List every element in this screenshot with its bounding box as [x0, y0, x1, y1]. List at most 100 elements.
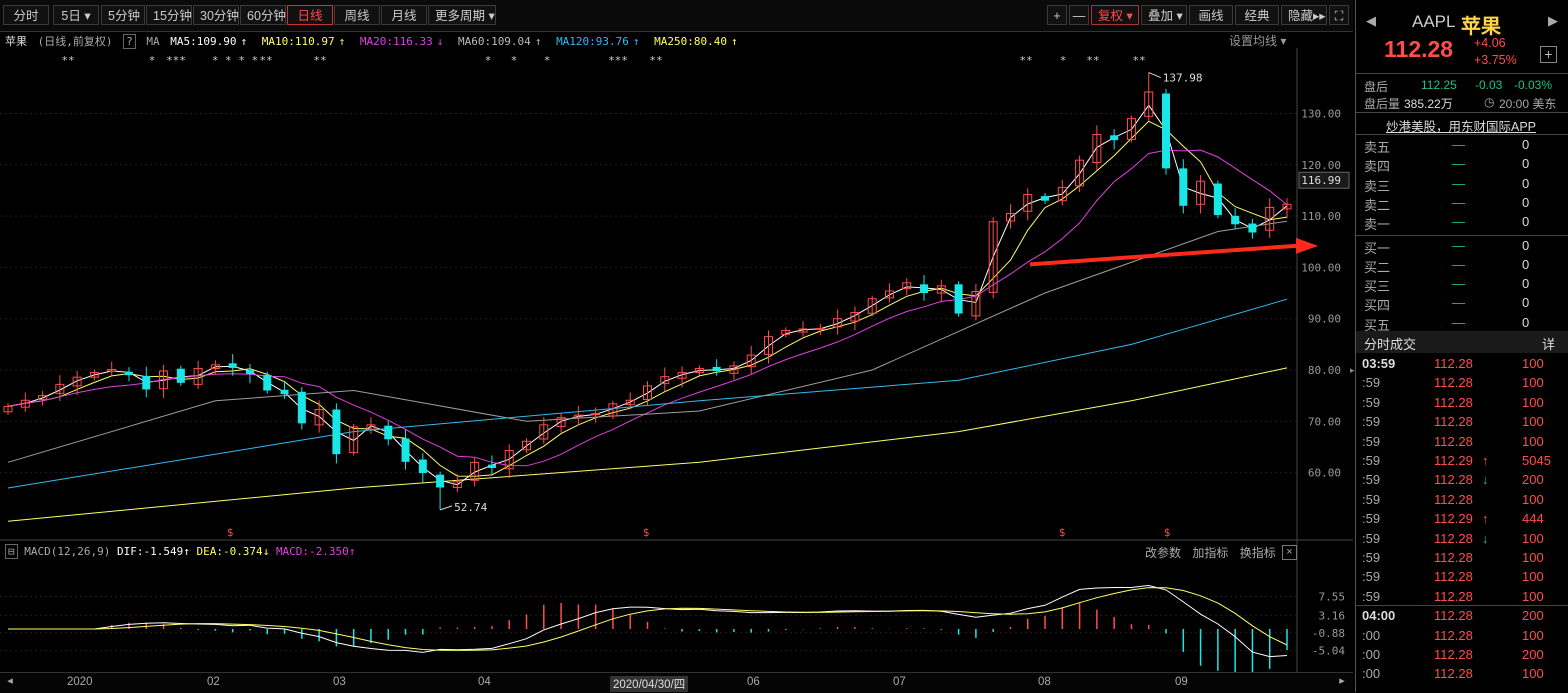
date-label: 08 — [1038, 676, 1051, 688]
order-level-label: 卖一 — [1364, 217, 1391, 233]
period-tab-5day[interactable]: 5日 ▾ — [53, 5, 99, 25]
period-tab-5min[interactable]: 5分钟 — [101, 5, 145, 25]
dollar-marker: $ — [227, 526, 234, 539]
close-icon[interactable]: × — [1282, 545, 1297, 560]
period-tab-daily[interactable]: 日线 — [287, 5, 333, 25]
zoom-out-button[interactable]: — — [1069, 5, 1089, 25]
period-tab-60min[interactable]: 60分钟 — [240, 5, 286, 25]
macd-label: MACD(12,26,9) — [24, 545, 111, 558]
set-ma-label: 设置均线 — [1229, 34, 1278, 48]
dollar-marker: $ — [643, 526, 650, 539]
signal-marker: * — [511, 54, 518, 67]
help-icon[interactable]: ? — [123, 34, 136, 49]
tick-time: :59 — [1362, 414, 1381, 430]
macd-info-line: ⊟ MACD(12,26,9) DIF:-1.549↑ DEA:-0.374↓ … — [5, 544, 355, 559]
tick-price: 112.28 — [1434, 666, 1473, 682]
panel-collapse-icon[interactable]: ▸ — [1350, 365, 1355, 375]
period-tab-weekly[interactable]: 周线 — [334, 5, 380, 25]
period-tab-30min[interactable]: 30分钟 — [193, 5, 239, 25]
candle-body — [763, 336, 773, 355]
order-volume: 0 — [1522, 137, 1530, 152]
next-stock-icon[interactable]: ▶ — [1548, 13, 1558, 28]
overlay-dropdown[interactable]: 叠加 ▾ — [1141, 5, 1187, 25]
ma5-text: MA5:109.90 — [170, 35, 237, 48]
price-tick-label: 70.00 — [1308, 415, 1341, 428]
tick-time: :59 — [1362, 550, 1381, 565]
order-book-row: 买四 — 0 — [1364, 295, 1564, 314]
period-tab-more[interactable]: 更多周期 ▾ — [428, 5, 496, 25]
candle-body — [1110, 135, 1119, 141]
arrow-head-icon — [1296, 237, 1318, 254]
period-tab-monthly[interactable]: 月线 — [381, 5, 427, 25]
tick-volume: 100 — [1522, 356, 1544, 371]
signal-marker: ** — [1132, 54, 1145, 67]
scroll-left-icon[interactable]: ◂ — [7, 675, 13, 687]
date-label: 06 — [747, 676, 760, 688]
dollar-marker: $ — [1164, 526, 1171, 539]
add-indicator-button[interactable]: 加指标 — [1192, 546, 1229, 560]
tick-price: 112.28 — [1434, 356, 1473, 371]
tick-row: :59 112.28 100 — [1362, 589, 1562, 608]
hide-button[interactable]: 隐藏▸▸ — [1281, 5, 1327, 25]
ma-label: MA — [146, 35, 160, 48]
zoom-in-button[interactable]: + — [1047, 5, 1067, 25]
period-tab-15min[interactable]: 15分钟 — [146, 5, 192, 25]
date-label: 2020 — [67, 676, 93, 688]
ma120-line — [7, 298, 1288, 489]
classic-button[interactable]: 经典 — [1235, 5, 1279, 25]
last-price: 112.28 — [1384, 36, 1454, 62]
tick-row: :59 112.28 100 — [1362, 569, 1562, 588]
ma-info-line: 苹果 (日线,前复权) ? MA MA5:109.90 ↑ MA10:110.97… — [5, 33, 746, 49]
tick-row: :59 112.28 100 — [1362, 492, 1562, 511]
candle-body — [159, 370, 169, 390]
tick-price: 112.28 — [1434, 375, 1473, 391]
tick-volume: 100 — [1522, 569, 1544, 585]
candle-body — [384, 425, 393, 440]
draw-button[interactable]: 画线 — [1189, 5, 1233, 25]
candle-body — [677, 372, 687, 379]
tick-price: 112.28 — [1434, 414, 1473, 430]
add-watchlist-button[interactable]: + — [1540, 46, 1557, 63]
signal-marker: * — [485, 54, 492, 67]
ma10-line — [7, 120, 1288, 477]
candle-body — [867, 298, 877, 314]
tick-price: 112.29 — [1434, 511, 1473, 527]
macd-buttons: 改参数 加指标 换指标 — [1145, 544, 1284, 561]
order-book-row: 卖二 — 0 — [1364, 195, 1564, 214]
set-ma-button[interactable]: 设置均线 ▾ — [1229, 32, 1286, 49]
period-5day-label: 5日 — [61, 9, 81, 23]
tick-row: 03:59 112.28 100 — [1362, 356, 1562, 375]
ticks-detail-button[interactable]: 详 — [1542, 337, 1556, 352]
tick-row: :00 112.28 200 — [1362, 647, 1562, 666]
low-label: 52.74 — [454, 501, 487, 514]
price-tick-label: 130.00 — [1301, 108, 1341, 121]
candle-body — [954, 284, 963, 314]
fullscreen-icon[interactable]: ⛶ — [1329, 5, 1349, 25]
arrow-up-icon: ↑ — [632, 35, 640, 48]
high-pointer — [1148, 72, 1161, 79]
tick-row: :59 112.28 200 ↓ — [1362, 472, 1562, 491]
kline-chart[interactable]: ** * *** * * * * ** ** * * * *** ** ** * ** ** 130.001… — [0, 0, 1353, 672]
change-params-button[interactable]: 改参数 — [1145, 546, 1182, 560]
tick-time: :59 — [1362, 530, 1381, 546]
adjust-label: 复权 — [1098, 9, 1124, 23]
arrow-up-icon: ↑ — [534, 35, 542, 48]
scroll-right-icon[interactable]: ▸ — [1339, 675, 1345, 687]
signal-marker: * — [544, 54, 551, 67]
order-price: — — [1452, 314, 1465, 330]
trend-arrow — [1029, 243, 1297, 267]
period-tab-intraday[interactable]: 分时 — [3, 5, 49, 25]
macd-tick-label: 3.16 — [1319, 609, 1346, 622]
adjust-dropdown[interactable]: 复权 ▾ — [1091, 5, 1139, 25]
promo-link[interactable]: 炒港美股，用东财国际APP — [1386, 120, 1537, 134]
ma120-value: MA120:93.76 ↑ — [556, 35, 643, 48]
candle-body — [349, 426, 359, 454]
macd-toggle-icon[interactable]: ⊟ — [5, 544, 18, 559]
signal-marker: * * * * — [212, 54, 258, 67]
date-label: 09 — [1175, 676, 1188, 688]
date-label: 03 — [333, 676, 346, 688]
candle-body — [142, 375, 151, 390]
signal-marker: ** — [313, 54, 326, 67]
prev-stock-icon[interactable]: ◀ — [1366, 13, 1376, 28]
switch-indicator-button[interactable]: 换指标 — [1239, 546, 1276, 560]
